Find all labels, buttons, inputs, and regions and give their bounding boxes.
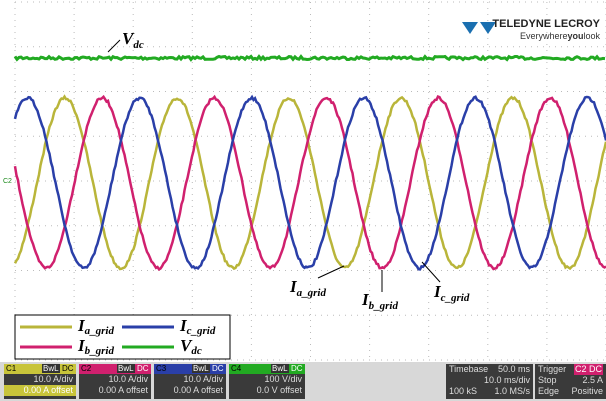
trigger-box: Trigger C2 DC Stop 2.5 A Edge Positive bbox=[535, 364, 606, 399]
bw: BwL bbox=[42, 364, 60, 373]
offset: 0.00 A offset bbox=[154, 385, 226, 396]
scope-screen: TELEDYNE LECROY Everywhereyoulook C2 Vdc… bbox=[0, 0, 606, 401]
sub: a_grid bbox=[297, 287, 327, 299]
coupling: DC bbox=[589, 364, 602, 374]
bw: BwL bbox=[117, 364, 135, 373]
scale: 10.0 A/div bbox=[79, 374, 151, 385]
sub: c_grid bbox=[441, 292, 470, 304]
scale: 10.0 ms/div bbox=[484, 375, 530, 386]
sub: dc bbox=[133, 39, 144, 51]
sub: dc bbox=[191, 345, 202, 357]
delay: 50.0 ms bbox=[498, 364, 530, 375]
level: 2.5 A bbox=[582, 375, 603, 386]
source: C2 bbox=[575, 364, 587, 374]
tagline: look bbox=[583, 31, 600, 41]
samples: 100 kS bbox=[449, 386, 477, 397]
slope: Positive bbox=[571, 386, 603, 397]
annotation: Ic_grid bbox=[433, 282, 470, 304]
annotation: Vdc bbox=[122, 29, 144, 51]
scale: 10.0 A/div bbox=[4, 374, 76, 385]
scale: 100 V/div bbox=[229, 374, 305, 385]
arrow bbox=[318, 266, 344, 278]
scale: 10.0 A/div bbox=[154, 374, 226, 385]
coupling: DC bbox=[212, 364, 224, 373]
rate: 1.0 MS/s bbox=[494, 386, 530, 397]
annotation: Ib_grid bbox=[361, 290, 398, 312]
sub: a_grid bbox=[85, 325, 115, 337]
sub: b_grid bbox=[85, 345, 115, 357]
coupling: DC bbox=[291, 364, 303, 373]
type: Edge bbox=[538, 386, 559, 397]
arrow bbox=[108, 40, 120, 52]
bw: BwL bbox=[271, 364, 289, 373]
ground-marker: C2 bbox=[3, 178, 12, 185]
logo-tagline: Everywhereyoulook bbox=[520, 31, 601, 41]
mode: Stop bbox=[538, 375, 557, 386]
logo-brand: TELEDYNE LECROY bbox=[492, 18, 600, 30]
coupling: DC bbox=[62, 364, 74, 373]
offset: 0.00 A offset bbox=[79, 385, 151, 396]
sub: b_grid bbox=[369, 300, 399, 312]
channel-id: C4 bbox=[231, 364, 241, 373]
channel-id: C3 bbox=[156, 364, 166, 373]
label: Timebase bbox=[449, 364, 488, 375]
waveform-display: TELEDYNE LECROY Everywhereyoulook C2 Vdc… bbox=[0, 0, 606, 362]
offset: 0.00 A offset bbox=[4, 385, 76, 396]
bw: BwL bbox=[192, 364, 210, 373]
annotation: Ia_grid bbox=[289, 277, 326, 299]
logo-mark bbox=[462, 22, 478, 34]
channel-id: C2 bbox=[81, 364, 91, 373]
tagline: Everywhere bbox=[520, 31, 568, 41]
offset: 0.0 V offset bbox=[229, 385, 305, 396]
coupling: DC bbox=[137, 364, 149, 373]
tagline: you bbox=[567, 31, 583, 41]
arrow bbox=[422, 262, 440, 282]
timebase-box: Timebase 50.0 ms 10.0 ms/div 100 kS 1.0 MS… bbox=[446, 364, 533, 399]
channel-id: C1 bbox=[6, 364, 16, 373]
label: Trigger bbox=[538, 364, 566, 375]
